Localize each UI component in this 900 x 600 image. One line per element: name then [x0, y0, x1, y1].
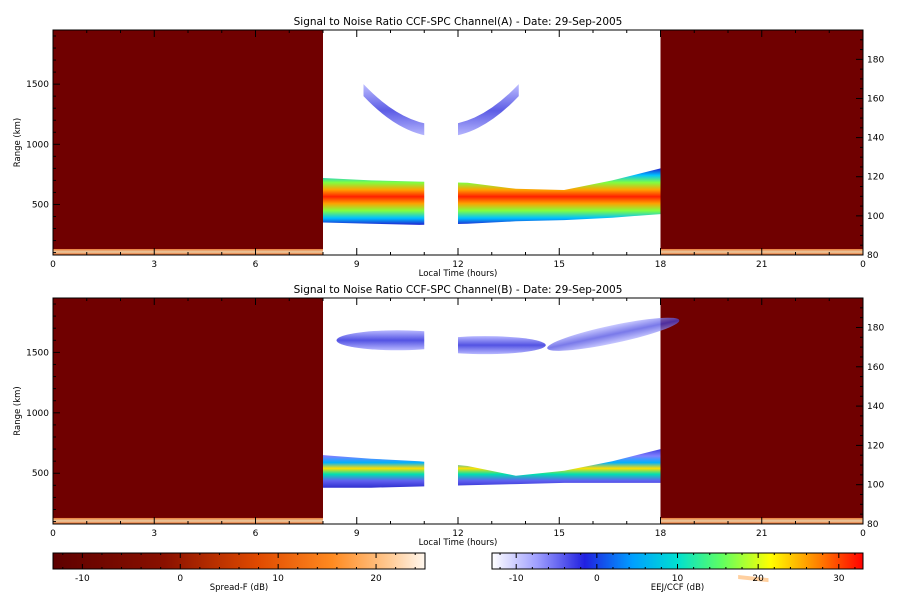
colorbar-tick-label: -10	[509, 574, 524, 584]
right-tick-label: 160	[867, 363, 884, 373]
x-tick-label: 0	[860, 260, 866, 270]
spread-f-floor-echo	[53, 517, 323, 524]
right-tick-label: 80	[867, 251, 879, 261]
x-tick-label: 0	[860, 529, 866, 539]
x-tick-label: 15	[554, 260, 565, 270]
colorbar-tick-label: 10	[272, 574, 284, 584]
data-gap	[424, 30, 458, 255]
x-tick-label: 3	[151, 529, 157, 539]
right-tick-label: 180	[867, 55, 884, 65]
panel-b: Signal to Noise Ratio CCF-SPC Channel(B)…	[13, 284, 884, 583]
colorbar-scale	[52, 552, 426, 570]
y-axis-label: Range (km)	[13, 118, 23, 167]
chart-title: Signal to Noise Ratio CCF-SPC Channel(B)…	[294, 284, 623, 296]
x-tick-label: 9	[354, 260, 360, 270]
eej-band	[323, 168, 661, 225]
x-tick-label: 21	[756, 529, 767, 539]
x-tick-label: 6	[253, 260, 259, 270]
x-tick-label: 15	[554, 529, 565, 539]
spread-f-region	[53, 298, 323, 524]
spread-f-region	[53, 30, 323, 255]
right-tick-label: 100	[867, 481, 884, 491]
spread-f-streak	[738, 574, 769, 583]
eej-band	[323, 449, 661, 488]
spread-f-region	[660, 298, 863, 524]
x-axis-label: Local Time (hours)	[419, 538, 498, 548]
spread-f-region	[660, 30, 863, 255]
x-tick-label: 3	[151, 260, 157, 270]
right-tick-label: 80	[867, 520, 879, 530]
colorbar-tick-label: 0	[594, 574, 600, 584]
y-tick-label: 1500	[26, 80, 49, 90]
panel-a: Signal to Noise Ratio CCF-SPC Channel(A)…	[13, 16, 884, 314]
x-tick-label: 6	[253, 529, 259, 539]
y-tick-label: 500	[32, 469, 49, 479]
colorbar-tick-label: 0	[177, 574, 183, 584]
right-tick-label: 100	[867, 212, 884, 222]
colorbar-tick-label: 10	[672, 574, 684, 584]
colorbar-eej: -10 0 10 20 30 EEJ/CCF (dB)	[491, 552, 864, 593]
colorbar-label: EEJ/CCF (dB)	[651, 583, 704, 593]
right-tick-label: 180	[867, 323, 884, 333]
colorbar-label: Spread-F (dB)	[210, 583, 268, 593]
x-tick-label: 18	[655, 529, 667, 539]
x-tick-label: 18	[655, 260, 667, 270]
right-tick-label: 120	[867, 441, 884, 451]
y-tick-label: 1000	[26, 409, 49, 419]
x-tick-label: 21	[756, 260, 767, 270]
right-tick-label: 140	[867, 134, 884, 144]
y-tick-label: 500	[32, 200, 49, 210]
x-axis-label: Local Time (hours)	[419, 269, 498, 279]
x-tick-label: 12	[452, 260, 463, 270]
x-tick-label: 9	[354, 529, 360, 539]
y-tick-label: 1500	[26, 348, 49, 358]
right-tick-label: 160	[867, 94, 884, 104]
y-axis-label: Range (km)	[13, 386, 23, 435]
chart-title: Signal to Noise Ratio CCF-SPC Channel(A)…	[294, 16, 623, 28]
right-tick-label: 120	[867, 173, 884, 183]
right-tick-label: 140	[867, 402, 884, 412]
colorbar-tick-label: 30	[833, 574, 845, 584]
colorbar-tick-label: 20	[370, 574, 382, 584]
x-tick-label: 0	[50, 260, 56, 270]
colorbar-spread-f: -10 0 10 20 Spread-F (dB)	[52, 552, 426, 593]
spread-f-floor-echo	[53, 248, 323, 255]
colorbar-tick-label: 20	[752, 574, 764, 584]
y-tick-label: 1000	[26, 140, 49, 150]
data-gap	[424, 298, 458, 524]
x-tick-label: 0	[50, 529, 56, 539]
x-tick-label: 12	[452, 529, 463, 539]
echo-150km	[363, 84, 519, 138]
colorbar-tick-label: -10	[75, 574, 90, 584]
echo-150km	[547, 317, 680, 351]
